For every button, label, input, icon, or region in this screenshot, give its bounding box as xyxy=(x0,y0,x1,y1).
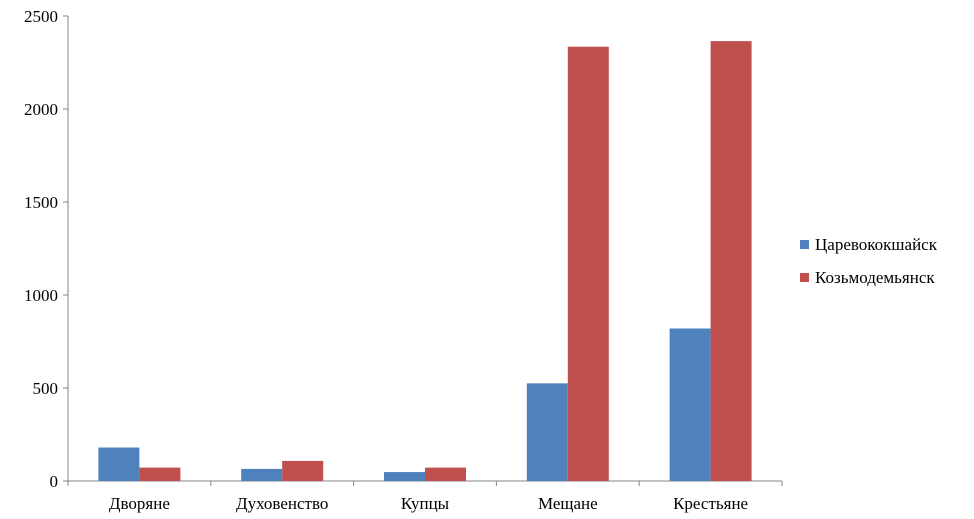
bar xyxy=(567,46,609,481)
x-category-label: Купцы xyxy=(401,494,450,513)
x-category-label: Духовенство xyxy=(236,494,328,513)
legend: Царевококшайск Козьмодемьянск xyxy=(800,235,938,287)
legend-label: Козьмодемьянск xyxy=(815,268,935,287)
bar xyxy=(425,467,466,481)
y-tick-label: 1000 xyxy=(24,286,58,305)
y-axis: 0 500 1000 1500 2000 2500 xyxy=(24,7,69,491)
x-category-label: Дворяне xyxy=(109,494,170,513)
y-tick-label: 2500 xyxy=(24,7,58,26)
y-tick-label: 2000 xyxy=(24,100,58,119)
bar xyxy=(241,468,283,481)
bar xyxy=(384,472,425,481)
legend-swatch xyxy=(800,273,809,282)
bar xyxy=(139,467,181,481)
y-tick-label: 1500 xyxy=(24,193,58,212)
x-category-label: Мещане xyxy=(538,494,598,513)
bars xyxy=(98,41,752,482)
y-tick-label: 0 xyxy=(50,472,59,491)
bar xyxy=(710,41,752,482)
x-axis: Дворяне Духовенство Купцы Мещане Крестьяне xyxy=(67,480,783,513)
y-tick-label: 500 xyxy=(33,379,59,398)
bar xyxy=(526,383,568,481)
bar xyxy=(282,460,324,481)
bar xyxy=(669,328,711,481)
legend-label: Царевококшайск xyxy=(815,235,938,254)
legend-swatch xyxy=(800,240,809,249)
x-category-label: Крестьяне xyxy=(673,494,748,513)
bar xyxy=(98,447,140,481)
